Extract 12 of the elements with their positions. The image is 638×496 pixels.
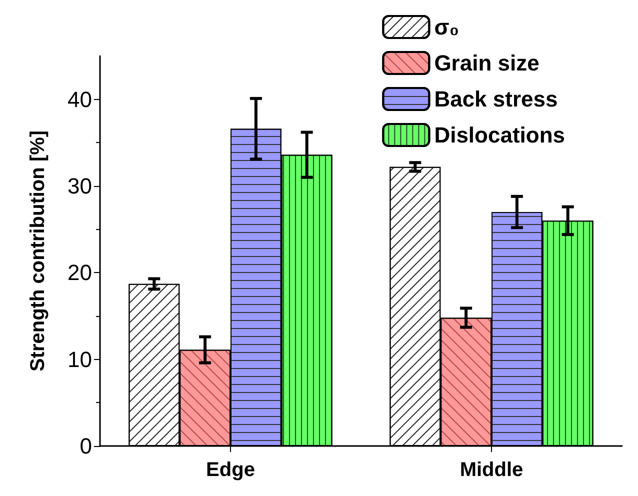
legend-label: σ₀	[434, 14, 460, 40]
legend-label: Dislocations	[434, 122, 566, 148]
legend-label: Grain size	[434, 50, 540, 76]
y-tick-label: 20	[68, 260, 92, 286]
y-tick-label: 40	[68, 86, 92, 112]
y-tick-label: 0	[80, 434, 92, 458]
y-tick-label: 30	[68, 174, 92, 198]
x-tick-label: Edge	[206, 459, 255, 481]
x-tick-label: Middle	[460, 459, 524, 481]
y-axis-title: Strength contribution [%]	[27, 130, 49, 372]
legend-label: Back stress	[434, 86, 558, 112]
y-tick-label: 10	[68, 346, 92, 372]
